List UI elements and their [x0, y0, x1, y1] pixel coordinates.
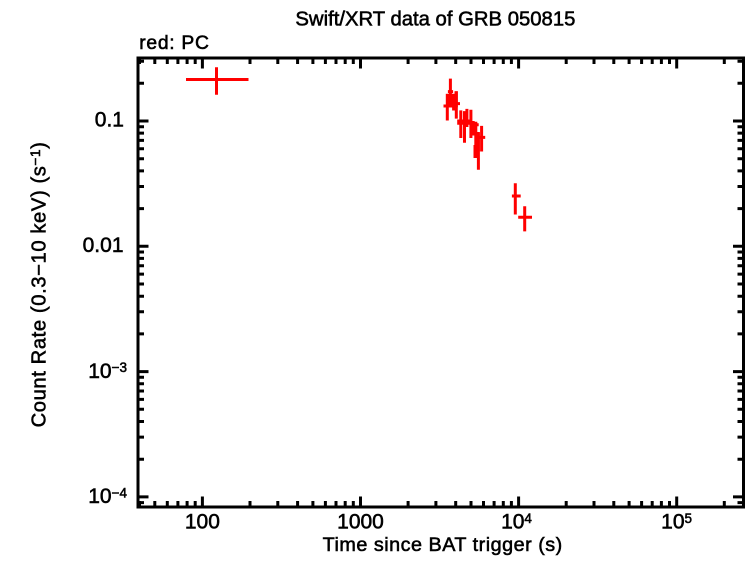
svg-text:105: 105	[661, 511, 692, 534]
svg-text:Count Rate (0.3−10 keV) (s−1): Count Rate (0.3−10 keV) (s−1)	[28, 142, 51, 428]
svg-text:0.01: 0.01	[83, 234, 124, 257]
svg-text:1000: 1000	[337, 511, 384, 534]
svg-text:Swift/XRT data of GRB 050815: Swift/XRT data of GRB 050815	[295, 8, 575, 30]
svg-text:red: PC: red: PC	[139, 33, 209, 54]
svg-text:100: 100	[185, 511, 220, 534]
svg-text:Time since BAT trigger (s): Time since BAT trigger (s)	[323, 534, 563, 556]
svg-text:0.1: 0.1	[95, 109, 124, 132]
